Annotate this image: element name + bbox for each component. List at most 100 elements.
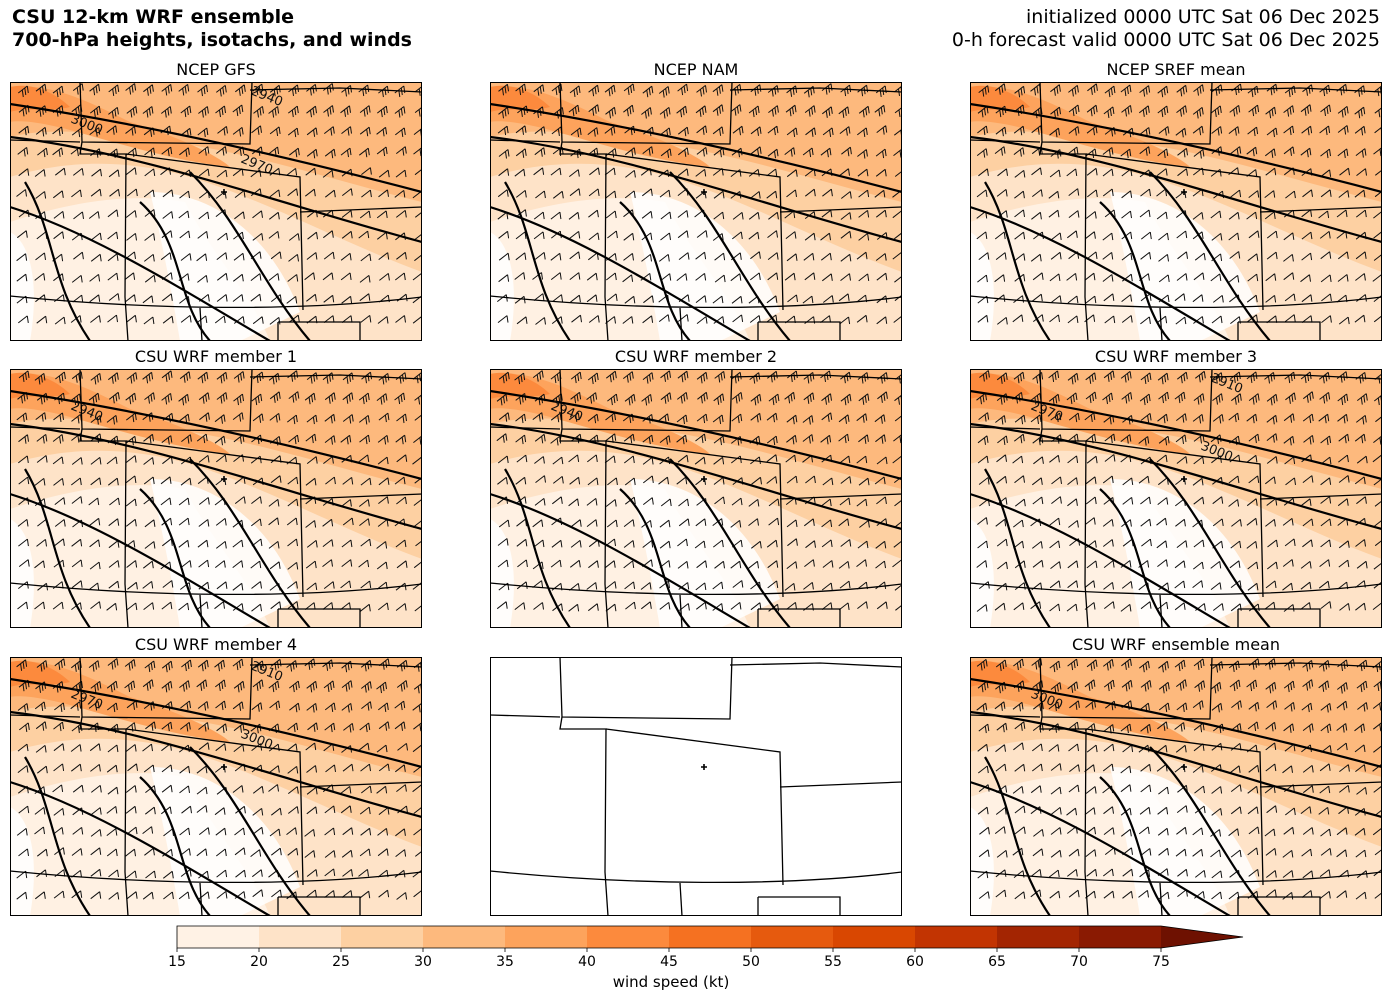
panel-title: CSU WRF member 1 <box>134 347 298 366</box>
state-boundaries <box>10 369 422 628</box>
colorbar-segment <box>751 926 833 948</box>
height-contours <box>970 389 1382 628</box>
panel-frame <box>490 369 902 628</box>
colorbar-segment <box>997 926 1079 948</box>
colorbar-tick-label: 20 <box>250 954 268 970</box>
panel-title: NCEP SREF mean <box>1106 60 1246 79</box>
wind-barbs <box>976 658 1382 900</box>
panel-frame <box>970 82 1382 341</box>
colorbar-segment <box>1079 926 1161 948</box>
panel-title: CSU WRF member 4 <box>134 635 298 654</box>
colorbar-tick-label: 55 <box>824 954 842 970</box>
panel-title: NCEP NAM <box>653 60 739 79</box>
state-boundaries <box>10 657 422 916</box>
state-boundaries <box>490 657 902 916</box>
state-boundaries <box>970 657 1382 916</box>
figure-title: CSU 12-km WRF ensemble 700-hPa heights, … <box>12 6 412 52</box>
isotach-fill <box>10 657 422 916</box>
figure-timestamp: initialized 0000 UTC Sat 06 Dec 2025 0-h… <box>952 6 1380 52</box>
colorbar-svg: 15 20 25 30 35 40 45 50 55 60 65 70 75 <box>168 925 1244 970</box>
height-contours <box>970 677 1382 916</box>
wind-barbs <box>16 658 422 900</box>
init-time: initialized 0000 UTC Sat 06 Dec 2025 <box>1026 6 1380 28</box>
map-svg <box>970 82 1382 341</box>
panel-frame <box>10 82 422 341</box>
colorbar-segment <box>177 926 259 948</box>
map-panel: 2940 <box>490 369 902 628</box>
colorbar-label: wind speed (kt) <box>612 973 730 991</box>
panel-frame <box>970 657 1382 916</box>
colorbar-segment <box>587 926 669 948</box>
colorbar-segment <box>341 926 423 948</box>
colorbar-tick-label: 40 <box>578 954 596 970</box>
map-panel <box>970 82 1382 341</box>
height-contours <box>490 389 902 628</box>
height-contours <box>490 102 902 341</box>
panel-frame <box>10 369 422 628</box>
colorbar-tick-label: 30 <box>414 954 432 970</box>
map-svg: 2940 <box>10 369 422 628</box>
site-marker-icon <box>1181 189 1187 195</box>
site-marker-icon <box>701 189 707 195</box>
panel-frame <box>970 369 1382 628</box>
site-marker-icon <box>221 189 227 195</box>
colorbar-tick-label: 35 <box>496 954 514 970</box>
colorbar-segment <box>259 926 341 948</box>
panel-frame <box>490 82 902 341</box>
state-boundaries <box>490 369 902 628</box>
wind-barbs <box>496 370 902 612</box>
colorbar-tick-label: 65 <box>988 954 1006 970</box>
panel-frame <box>490 657 902 916</box>
colorbar-tick-label: 60 <box>906 954 924 970</box>
wind-barbs <box>976 83 1382 325</box>
site-marker-icon <box>221 764 227 770</box>
colorbar-tick-label: 45 <box>660 954 678 970</box>
colorbar-tick-label: 70 <box>1070 954 1088 970</box>
site-marker-icon <box>221 476 227 482</box>
colorbar-segment <box>669 926 751 948</box>
height-contours <box>10 677 422 916</box>
panel-title: NCEP GFS <box>176 60 256 79</box>
height-contours <box>10 102 422 341</box>
map-svg <box>490 657 902 916</box>
wind-barbs <box>16 83 422 325</box>
colorbar-tick-label: 50 <box>742 954 760 970</box>
colorbar-tick-label: 15 <box>168 954 186 970</box>
height-contours <box>970 102 1382 341</box>
site-marker-icon <box>1181 476 1187 482</box>
panel-title: CSU WRF member 2 <box>614 347 778 366</box>
map-svg <box>490 82 902 341</box>
state-boundaries <box>10 82 422 341</box>
colorbar-tick-label: 75 <box>1152 954 1170 970</box>
empty-map-panel <box>490 657 902 916</box>
colorbar: 15 20 25 30 35 40 45 50 55 60 65 70 75 <box>150 922 1250 998</box>
map-panel: 3000 <box>970 657 1382 916</box>
map-svg: 3000 <box>970 657 1382 916</box>
title-line-1: CSU 12-km WRF ensemble <box>12 6 294 28</box>
site-marker-icon <box>701 764 707 770</box>
state-boundaries <box>970 82 1382 341</box>
colorbar-segment <box>423 926 505 948</box>
map-panel: 2970 2910 3000 <box>970 369 1382 628</box>
panel-title: CSU WRF ensemble mean <box>1071 635 1280 654</box>
valid-time: 0-h forecast valid 0000 UTC Sat 06 Dec 2… <box>951 29 1380 51</box>
colorbar-extend-arrow <box>1161 926 1243 948</box>
colorbar-segment <box>833 926 915 948</box>
state-boundaries <box>490 82 902 341</box>
map-panel: 3000 2940 2970 <box>10 82 422 341</box>
title-line-2: 700-hPa heights, isotachs, and winds <box>12 29 412 51</box>
site-marker-icon <box>1181 764 1187 770</box>
map-svg: 2940 <box>490 369 902 628</box>
panel-title: CSU WRF member 3 <box>1094 347 1258 366</box>
colorbar-segment <box>915 926 997 948</box>
colorbar-segment <box>505 926 587 948</box>
map-panel: 2940 <box>10 369 422 628</box>
height-contours <box>10 389 422 628</box>
colorbar-outline <box>176 925 1244 949</box>
map-panel <box>490 82 902 341</box>
colorbar-tick-label: 25 <box>332 954 350 970</box>
isotach-fill <box>970 82 1382 341</box>
